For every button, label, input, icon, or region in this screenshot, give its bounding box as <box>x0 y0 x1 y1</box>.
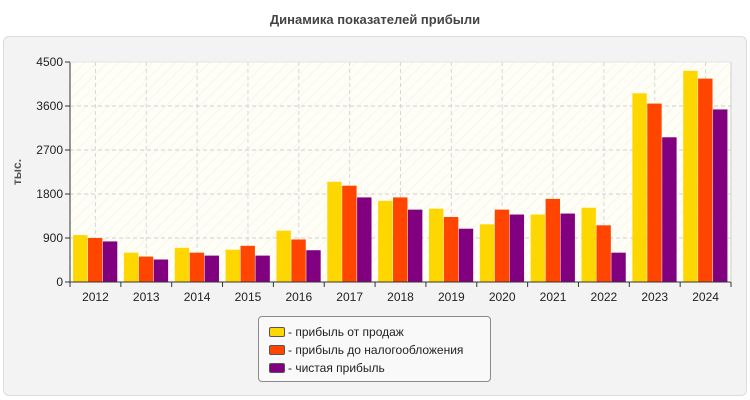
x-tick-label: 2018 <box>387 290 414 304</box>
x-tick-label: 2022 <box>591 290 618 304</box>
legend-label: - чистая прибыль <box>288 361 385 375</box>
bar-2-2022 <box>596 225 611 282</box>
bar-3-2023 <box>662 137 677 282</box>
bar-3-2014 <box>204 255 219 282</box>
bar-3-2024 <box>713 109 728 282</box>
bar-3-2012 <box>102 241 118 282</box>
bar-1-2021 <box>530 214 546 282</box>
y-axis-label: тыс. <box>10 159 24 185</box>
x-tick-label: 2021 <box>540 290 567 304</box>
bar-1-2015 <box>225 249 240 282</box>
bar-2-2017 <box>342 185 357 282</box>
x-tick-label: 2019 <box>438 290 465 304</box>
bar-2-2016 <box>291 239 306 282</box>
bar-3-2016 <box>306 250 321 282</box>
y-tick-labels: 0 900 1800 2700 3600 4500 <box>36 55 63 289</box>
x-tick-label: 2013 <box>133 290 160 304</box>
bar-1-2022 <box>581 207 596 282</box>
bars <box>73 70 728 283</box>
legend-swatch <box>269 363 285 373</box>
bar-1-2019 <box>428 208 444 282</box>
bar-3-2017 <box>357 197 372 282</box>
chart-title: Динамика показателей прибыли <box>269 12 481 27</box>
bar-2-2015 <box>240 245 255 282</box>
legend-swatch <box>269 345 285 355</box>
y-tick-label: 1800 <box>36 187 63 201</box>
bar-2-2018 <box>393 197 408 282</box>
y-tick-label: 2700 <box>36 143 63 157</box>
x-tick-label: 2017 <box>336 290 363 304</box>
legend: - прибыль от продаж - прибыль до налогооб… <box>258 316 491 382</box>
bar-1-2023 <box>632 93 647 282</box>
x-tick-labels: 2012 2013 2014 2015 2016 2017 2018 2019 2020 2021… <box>82 290 719 304</box>
bar-1-2018 <box>378 200 393 282</box>
bar-1-2017 <box>327 181 342 282</box>
legend-item: - прибыль до налогообложения <box>269 341 490 359</box>
bar-3-2021 <box>560 213 575 282</box>
bar-3-2018 <box>407 209 423 282</box>
bar-2-2021 <box>545 198 560 282</box>
y-tick-label: 4500 <box>36 55 63 69</box>
bar-1-2013 <box>123 252 139 282</box>
axes <box>65 61 732 287</box>
y-tick-label: 900 <box>43 231 63 245</box>
bar-2-2012 <box>87 238 103 282</box>
bar-3-2020 <box>509 214 525 282</box>
bar-2-2019 <box>443 216 459 282</box>
bar-3-2013 <box>153 259 169 282</box>
x-tick-label: 2024 <box>692 290 719 304</box>
x-tick-label: 2016 <box>285 290 312 304</box>
x-tick-label: 2020 <box>489 290 516 304</box>
y-tick-label: 3600 <box>36 99 63 113</box>
bar-3-2022 <box>611 252 626 282</box>
x-tick-label: 2015 <box>235 290 262 304</box>
bar-3-2019 <box>458 228 474 282</box>
x-tick-label: 2014 <box>184 290 211 304</box>
bar-2-2024 <box>698 78 713 283</box>
bar-1-2024 <box>683 70 698 282</box>
legend-item: - чистая прибыль <box>269 359 490 377</box>
legend-swatch <box>269 327 285 337</box>
bar-2-2023 <box>647 103 662 282</box>
bar-1-2016 <box>276 230 291 282</box>
x-tick-label: 2012 <box>82 290 109 304</box>
bar-2-2014 <box>189 252 205 282</box>
x-tick-label: 2023 <box>641 290 668 304</box>
bar-2-2013 <box>138 256 154 282</box>
bar-1-2020 <box>479 224 495 282</box>
y-tick-label: 0 <box>56 275 63 289</box>
bar-2-2020 <box>494 209 510 282</box>
legend-label: - прибыль до налогообложения <box>288 343 464 357</box>
bar-1-2012 <box>73 235 88 282</box>
bar-3-2015 <box>255 255 270 282</box>
legend-item: - прибыль от продаж <box>269 323 490 341</box>
bar-1-2014 <box>174 247 190 282</box>
legend-label: - прибыль от продаж <box>288 325 404 339</box>
